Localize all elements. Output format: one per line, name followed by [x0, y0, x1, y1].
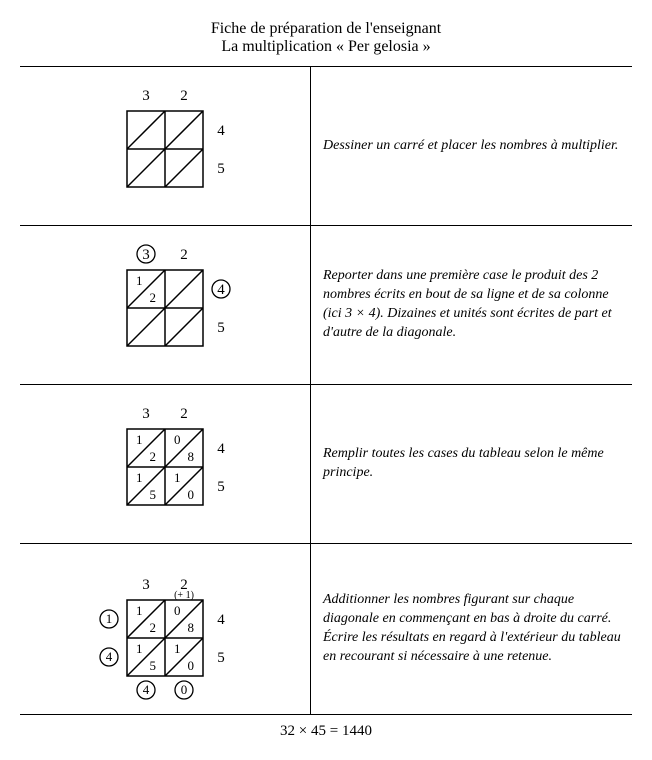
svg-text:0: 0 [174, 432, 181, 447]
svg-text:1: 1 [136, 603, 143, 618]
svg-text:2: 2 [180, 247, 188, 263]
svg-text:1: 1 [106, 611, 113, 626]
svg-text:2: 2 [150, 449, 157, 464]
step-row: 324512081510Remplir toutes les cases du … [20, 385, 632, 544]
svg-text:2: 2 [150, 290, 157, 305]
svg-text:3: 3 [142, 577, 150, 593]
step-diagram-cell: 324512 [20, 226, 311, 384]
svg-text:1: 1 [136, 432, 143, 447]
step-diagram-cell: 32(+ 1)45120815101440 [20, 544, 311, 714]
svg-text:1: 1 [136, 273, 143, 288]
svg-text:8: 8 [188, 620, 195, 635]
svg-text:3: 3 [142, 247, 150, 263]
svg-text:5: 5 [217, 320, 225, 336]
svg-text:5: 5 [217, 650, 225, 666]
svg-text:3: 3 [142, 406, 150, 422]
step-row: 32(+ 1)45120815101440Additionner les nom… [20, 544, 632, 714]
footer-result: 32 × 45 = 1440 [20, 723, 632, 740]
svg-text:4: 4 [217, 282, 225, 298]
svg-text:2: 2 [180, 88, 188, 104]
step-description: Additionner les nombres figurant sur cha… [311, 544, 632, 714]
svg-text:1: 1 [174, 641, 181, 656]
svg-text:8: 8 [188, 449, 195, 464]
header-line1: Fiche de préparation de l'enseignant [20, 20, 632, 38]
svg-text:4: 4 [217, 612, 225, 628]
svg-text:1: 1 [136, 470, 143, 485]
step-diagram-cell: 324512081510 [20, 385, 311, 543]
svg-text:2: 2 [150, 620, 157, 635]
svg-text:4: 4 [217, 123, 225, 139]
svg-text:3: 3 [142, 88, 150, 104]
step-row: 324512Reporter dans une première case le… [20, 226, 632, 385]
step-row: 3 2 4 5 Dessiner un carré et placer les nomb… [20, 67, 632, 226]
svg-text:4: 4 [106, 649, 113, 664]
svg-text:0: 0 [188, 658, 195, 673]
svg-text:4: 4 [143, 682, 150, 697]
svg-text:0: 0 [181, 682, 188, 697]
svg-text:5: 5 [150, 658, 157, 673]
svg-text:5: 5 [217, 161, 225, 177]
svg-text:1: 1 [174, 470, 181, 485]
step-diagram-cell: 3 2 4 5 [20, 67, 311, 225]
svg-text:2: 2 [180, 406, 188, 422]
svg-text:0: 0 [188, 487, 195, 502]
step-description: Reporter dans une première case le produ… [311, 226, 632, 384]
lattice-grid: 324512 [91, 236, 239, 374]
svg-text:5: 5 [150, 487, 157, 502]
svg-text:1: 1 [136, 641, 143, 656]
step-description: Dessiner un carré et placer les nombres … [311, 67, 632, 225]
header: Fiche de préparation de l'enseignant La … [20, 20, 632, 56]
lattice-grid: 324512081510 [91, 395, 239, 533]
step-description: Remplir toutes les cases du tableau selo… [311, 385, 632, 543]
svg-text:4: 4 [217, 441, 225, 457]
steps-table: 3245Dessiner un carré et placer les nomb… [20, 66, 632, 715]
svg-text:5: 5 [217, 479, 225, 495]
svg-text:0: 0 [174, 603, 181, 618]
lattice-grid: 32(+ 1)45120815101440 [91, 554, 239, 704]
header-line2: La multiplication « Per gelosia » [20, 38, 632, 56]
svg-text:(+ 1): (+ 1) [174, 590, 194, 601]
lattice-grid: 3 2 4 5 [91, 77, 239, 215]
